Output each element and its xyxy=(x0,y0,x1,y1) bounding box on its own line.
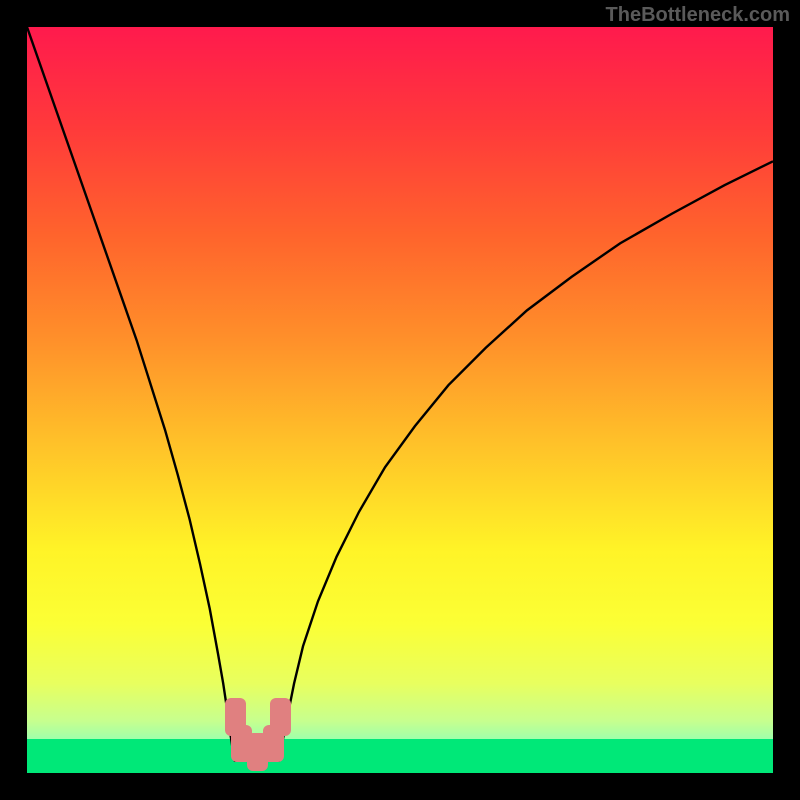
curves-layer xyxy=(27,27,773,773)
right-curve xyxy=(278,161,773,762)
plot-area xyxy=(27,27,773,773)
left-curve xyxy=(27,27,235,762)
watermark: TheBottleneck.com xyxy=(606,4,790,27)
data-marker xyxy=(270,698,291,735)
chart-container: { "watermark": { "text": "TheBottleneck.… xyxy=(0,0,800,800)
